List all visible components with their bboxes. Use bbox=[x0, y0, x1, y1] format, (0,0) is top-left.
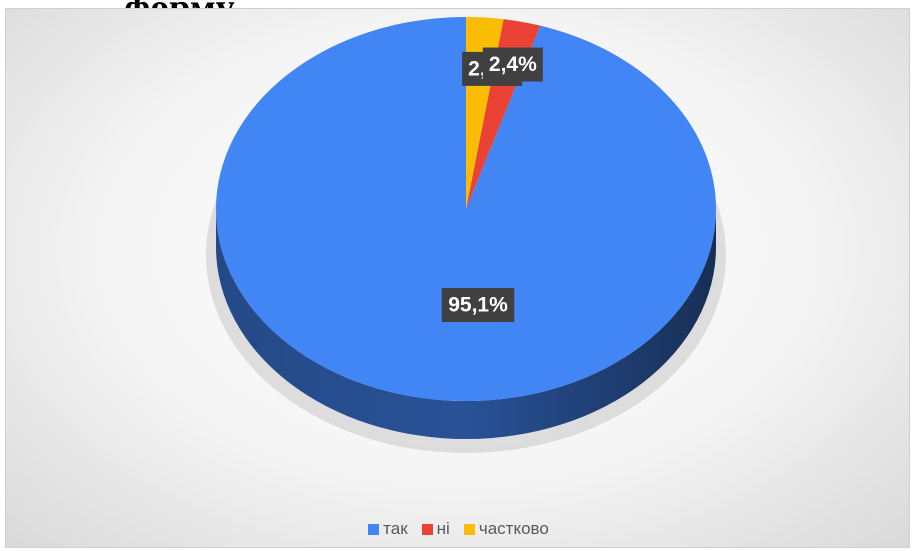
pie-chart: 95,1%2,4%2,4% bbox=[206, 17, 726, 453]
legend-swatch-ni bbox=[421, 523, 433, 535]
svg-text:2,4%: 2,4% bbox=[489, 53, 537, 76]
legend-label-ni: ні bbox=[436, 519, 450, 538]
legend-item-ni[interactable]: ні bbox=[421, 519, 450, 539]
legend-swatch-chastkovo bbox=[463, 523, 475, 535]
pie-slice-tak[interactable] bbox=[215, 17, 717, 402]
data-label-chastkovo: 2,4% bbox=[482, 47, 543, 82]
legend-label-tak: так bbox=[383, 519, 408, 538]
pie-side-wall-tak bbox=[216, 209, 716, 439]
legend-item-tak[interactable]: так bbox=[368, 519, 408, 539]
legend-item-chastkovo[interactable]: частково bbox=[463, 519, 549, 539]
chart-area: 95,1%2,4%2,4% так ні частково bbox=[5, 8, 910, 548]
legend-label-chastkovo: частково bbox=[478, 519, 549, 538]
data-label-tak: 95,1% bbox=[441, 288, 515, 322]
legend: так ні частково bbox=[6, 519, 909, 539]
svg-text:95,1%: 95,1% bbox=[448, 294, 508, 317]
legend-swatch-tak bbox=[368, 523, 380, 535]
